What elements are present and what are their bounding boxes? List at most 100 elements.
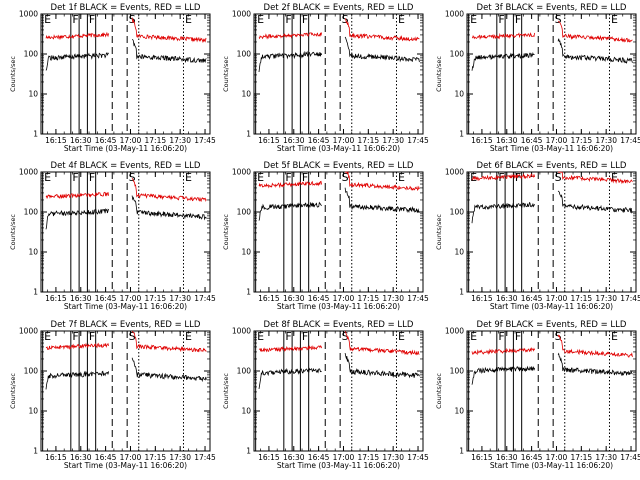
y-tick-label: 1000 xyxy=(445,10,464,19)
y-tick-label: 1000 xyxy=(445,168,464,177)
marker-label: F xyxy=(89,330,95,343)
y-tick-label: 1 xyxy=(246,130,251,139)
x-tick-label: 17:15 xyxy=(358,294,380,303)
x-tick-label: 16:30 xyxy=(70,453,92,462)
plot-frame xyxy=(466,171,637,293)
events-rate-line xyxy=(471,201,535,224)
panel-title: Det 2f BLACK = Events, RED = LLD xyxy=(264,3,414,13)
marker-label: F xyxy=(72,330,78,343)
panel-title: Det 8f BLACK = Events, RED = LLD xyxy=(264,320,414,330)
panel-title: Det 9f BLACK = Events, RED = LLD xyxy=(477,320,627,330)
x-tick-label: 16:45 xyxy=(308,136,330,145)
marker-label: E xyxy=(470,13,477,26)
x-axis-label: Start Time (03-May-11 16:06:20) xyxy=(277,144,400,153)
y-tick-label: 100 xyxy=(237,367,252,376)
y-tick-label: 100 xyxy=(450,208,465,217)
lld-rate-line xyxy=(471,173,535,182)
y-tick-label: 1000 xyxy=(232,10,251,19)
x-tick-label: 16:30 xyxy=(283,294,305,303)
lld-rate-line xyxy=(45,191,109,200)
events-rate-line xyxy=(557,190,633,214)
lld-rate-line xyxy=(471,32,535,40)
marker-label: E xyxy=(398,13,405,26)
panel-det-4: Det 4f BLACK = Events, RED = LLD 1 10 100 10… xyxy=(9,161,216,311)
x-tick-label: 17:45 xyxy=(194,453,216,462)
y-tick-label: 10 xyxy=(28,248,38,257)
marker-label: E xyxy=(185,330,192,343)
marker-label: S xyxy=(555,13,562,26)
marker-label: F xyxy=(72,13,78,26)
x-tick-label: 16:30 xyxy=(283,453,305,462)
x-axis-label: Start Time (03-May-11 16:06:20) xyxy=(64,302,187,311)
lld-rate-line xyxy=(45,31,109,41)
marker-label: S xyxy=(342,171,349,184)
plot-frame xyxy=(40,13,211,135)
x-tick-label: 17:45 xyxy=(620,136,640,145)
panel-title: Det 6f BLACK = Events, RED = LLD xyxy=(477,161,627,171)
x-tick-label: 17:00 xyxy=(333,136,355,145)
lld-rate-line xyxy=(131,177,207,203)
marker-label: E xyxy=(470,330,477,343)
x-tick-label: 17:30 xyxy=(382,136,404,145)
lld-rate-line xyxy=(131,17,207,44)
x-tick-label: 16:45 xyxy=(521,294,543,303)
x-tick-label: 16:30 xyxy=(496,294,518,303)
x-tick-label: 17:00 xyxy=(546,453,568,462)
plot-frame xyxy=(253,330,424,452)
x-tick-label: 17:00 xyxy=(120,294,142,303)
x-axis-label: Start Time (03-May-11 16:06:20) xyxy=(64,461,187,470)
marker-label: F xyxy=(302,330,308,343)
events-rate-line xyxy=(471,365,535,385)
y-tick-label: 100 xyxy=(24,50,39,59)
x-tick-label: 17:00 xyxy=(546,294,568,303)
x-tick-label: 16:45 xyxy=(521,136,543,145)
x-tick-label: 16:15 xyxy=(45,294,67,303)
y-tick-label: 100 xyxy=(237,208,252,217)
y-tick-label: 100 xyxy=(24,367,39,376)
x-tick-label: 16:30 xyxy=(496,136,518,145)
x-tick-label: 17:45 xyxy=(194,294,216,303)
events-rate-line xyxy=(557,352,633,376)
marker-label: F xyxy=(515,330,521,343)
y-axis-label: Counts/sec xyxy=(9,56,17,92)
events-rate-line xyxy=(344,353,420,379)
x-axis-label: Start Time (03-May-11 16:06:20) xyxy=(490,302,613,311)
y-tick-label: 10 xyxy=(454,90,464,99)
x-tick-label: 17:45 xyxy=(620,294,640,303)
marker-label: F xyxy=(498,13,504,26)
panel-title: Det 7f BLACK = Events, RED = LLD xyxy=(51,320,201,330)
x-tick-label: 17:45 xyxy=(407,453,429,462)
marker-label: E xyxy=(44,171,51,184)
lld-rate-line xyxy=(258,344,322,353)
panel-det-8: Det 8f BLACK = Events, RED = LLD 1 10 100 10… xyxy=(222,320,429,470)
marker-label: E xyxy=(398,171,405,184)
x-tick-label: 16:15 xyxy=(471,136,493,145)
x-axis-label: Start Time (03-May-11 16:06:20) xyxy=(277,461,400,470)
x-tick-label: 16:15 xyxy=(258,294,280,303)
y-tick-label: 10 xyxy=(241,407,251,416)
marker-label: F xyxy=(285,330,291,343)
marker-label: F xyxy=(515,171,521,184)
x-tick-label: 17:00 xyxy=(546,136,568,145)
x-tick-label: 17:00 xyxy=(120,453,142,462)
x-tick-label: 16:45 xyxy=(95,136,117,145)
x-tick-label: 16:30 xyxy=(70,136,92,145)
marker-label: E xyxy=(185,171,192,184)
x-axis-label: Start Time (03-May-11 16:06:20) xyxy=(64,144,187,153)
x-tick-label: 17:15 xyxy=(358,453,380,462)
x-tick-label: 17:45 xyxy=(407,294,429,303)
x-tick-label: 17:00 xyxy=(333,453,355,462)
x-axis-label: Start Time (03-May-11 16:06:20) xyxy=(277,302,400,311)
x-tick-label: 17:15 xyxy=(145,294,167,303)
marker-label: S xyxy=(342,13,349,26)
y-tick-label: 1 xyxy=(33,447,38,456)
events-rate-line xyxy=(258,201,322,221)
plot-frame xyxy=(253,171,424,293)
x-tick-label: 17:15 xyxy=(358,136,380,145)
x-axis-label: Start Time (03-May-11 16:06:20) xyxy=(490,144,613,153)
x-tick-label: 17:30 xyxy=(595,453,617,462)
y-tick-label: 10 xyxy=(454,248,464,257)
events-rate-line xyxy=(132,39,207,64)
marker-label: E xyxy=(257,171,264,184)
x-tick-label: 17:30 xyxy=(169,453,191,462)
